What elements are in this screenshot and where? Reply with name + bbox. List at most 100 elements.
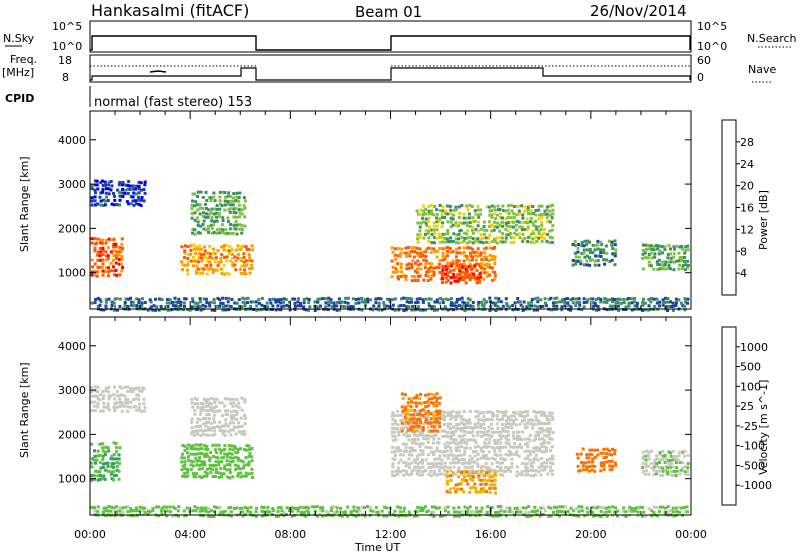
power-cell	[397, 277, 400, 281]
velocity-cell	[441, 435, 445, 438]
power-cell	[493, 225, 497, 229]
velocity-cell	[466, 421, 470, 425]
power-cell	[95, 241, 99, 245]
velocity-cell	[435, 392, 439, 396]
power-cell	[104, 298, 108, 301]
power-cell	[571, 259, 575, 262]
velocity-cell	[148, 510, 152, 514]
velocity-cell	[113, 402, 117, 406]
power-cell	[402, 304, 406, 308]
velocity-cell	[237, 405, 241, 409]
velocity-cell	[463, 433, 467, 437]
velocity-cell	[583, 514, 587, 518]
power-cell	[517, 212, 521, 216]
power-cell	[641, 256, 644, 260]
velocity-cell	[335, 510, 339, 514]
power-cell	[104, 239, 108, 242]
power-cell	[599, 300, 603, 304]
power-cell	[93, 246, 97, 250]
power-cell	[186, 253, 190, 257]
power-cell	[595, 308, 598, 312]
power-cell	[189, 244, 193, 248]
velocity-cell	[201, 432, 205, 436]
velocity-cell	[546, 429, 549, 433]
velocity-cell	[537, 470, 541, 474]
velocity-cell	[249, 510, 253, 514]
power-cell	[452, 268, 456, 272]
power-cell	[573, 243, 577, 247]
velocity-cell	[675, 510, 679, 513]
velocity-cell	[307, 510, 311, 514]
velocity-cell	[482, 450, 485, 454]
velocity-cell	[413, 423, 417, 427]
velocity-cell	[599, 514, 603, 518]
power-cell	[589, 297, 593, 301]
power-cell	[120, 262, 124, 266]
power-cell	[218, 231, 222, 235]
velocity-cell	[540, 437, 544, 441]
velocity-cell	[588, 448, 592, 452]
power-cell	[212, 195, 216, 199]
power-cell	[435, 250, 439, 253]
velocity-cell	[226, 409, 230, 413]
power-cell	[462, 276, 465, 280]
velocity-cell	[669, 465, 673, 469]
power-cell	[666, 300, 670, 304]
velocity-cell	[402, 461, 406, 465]
power-cell	[101, 190, 105, 194]
power-cell	[457, 251, 461, 255]
velocity-cell	[534, 437, 538, 441]
power-cell	[537, 236, 541, 240]
velocity-cell	[397, 430, 401, 434]
power-cell	[424, 217, 428, 221]
power-cell	[494, 296, 498, 300]
velocity-cell	[457, 422, 461, 426]
velocity-cell	[330, 506, 334, 510]
velocity-cell	[433, 505, 437, 509]
velocity-cell	[210, 515, 214, 518]
power-cell	[457, 246, 461, 250]
velocity-cell	[526, 449, 530, 453]
power-cell	[655, 244, 659, 247]
velocity-cell	[593, 455, 597, 459]
power-cell	[493, 208, 497, 212]
velocity-cell	[402, 433, 406, 437]
power-cell	[580, 308, 584, 312]
velocity-cell	[468, 421, 472, 425]
power-cell	[613, 304, 617, 308]
power-cell	[222, 248, 226, 252]
power-cell	[113, 308, 116, 312]
power-cell	[499, 212, 503, 216]
velocity-cell	[487, 445, 491, 449]
velocity-cell	[466, 506, 470, 510]
velocity-cell	[220, 401, 224, 405]
velocity-cell	[505, 419, 508, 423]
velocity-cell	[236, 450, 240, 454]
power-cell	[671, 301, 675, 305]
velocity-cell	[229, 456, 232, 460]
power-cell	[630, 308, 634, 312]
power-cell	[527, 205, 530, 209]
power-cell	[221, 308, 225, 312]
velocity-cell	[329, 509, 333, 513]
power-cell	[586, 239, 590, 243]
velocity-cell	[131, 389, 135, 393]
velocity-cell	[102, 462, 105, 466]
velocity-cell	[239, 459, 243, 463]
velocity-cell	[196, 506, 200, 510]
velocity-cell	[423, 505, 427, 509]
power-cell	[504, 236, 508, 240]
velocity-cell	[181, 474, 185, 478]
velocity-cell	[487, 441, 491, 445]
velocity-cell	[435, 400, 439, 404]
velocity-cell	[616, 509, 620, 513]
velocity-cell	[521, 430, 525, 434]
velocity-cell	[433, 422, 437, 426]
velocity-cell	[107, 390, 111, 394]
velocity-cell	[202, 474, 206, 478]
power-cell	[411, 259, 415, 263]
power-cell	[479, 251, 483, 255]
power-cell	[200, 271, 204, 275]
velocity-cell	[117, 469, 121, 473]
power-cell	[206, 259, 210, 263]
